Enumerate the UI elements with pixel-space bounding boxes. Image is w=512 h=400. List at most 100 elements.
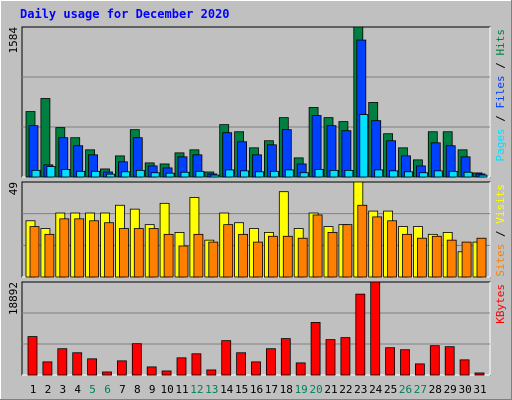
bar bbox=[265, 348, 276, 376]
bar bbox=[387, 220, 398, 278]
bar bbox=[119, 228, 129, 278]
bar bbox=[297, 237, 308, 278]
bar bbox=[267, 235, 278, 278]
x-tick-label: 11 bbox=[175, 383, 188, 396]
bar bbox=[176, 357, 187, 376]
chart-title: Daily usage for December 2020 bbox=[20, 7, 230, 21]
bar bbox=[314, 169, 324, 178]
x-tick-label: 4 bbox=[74, 383, 81, 396]
bar bbox=[340, 337, 351, 376]
x-tick-label: 1 bbox=[30, 383, 37, 396]
bar bbox=[311, 115, 322, 178]
bar bbox=[163, 233, 174, 278]
x-tick-label: 27 bbox=[414, 383, 427, 396]
bar bbox=[191, 353, 202, 376]
legend-entry: Pages bbox=[494, 128, 507, 161]
legend-separator: / bbox=[494, 109, 507, 129]
bar bbox=[444, 346, 455, 376]
bar bbox=[357, 204, 368, 278]
bar bbox=[91, 170, 100, 178]
legend-entry: Files bbox=[494, 75, 507, 108]
x-tick-label: 24 bbox=[369, 383, 383, 396]
bar bbox=[236, 352, 247, 376]
bar bbox=[253, 241, 263, 278]
x-tick-label: 10 bbox=[160, 383, 173, 396]
x-tick-label: 28 bbox=[429, 383, 442, 396]
x-tick-label: 21 bbox=[324, 383, 337, 396]
bar bbox=[327, 232, 338, 278]
legend-separator: / bbox=[494, 56, 507, 76]
bar bbox=[161, 370, 172, 376]
x-tick-label: 8 bbox=[134, 383, 141, 396]
legend-entry: Hits bbox=[494, 29, 507, 56]
bar bbox=[389, 170, 399, 178]
bar bbox=[44, 233, 55, 278]
bar bbox=[414, 363, 425, 376]
x-tick-label: 16 bbox=[250, 383, 263, 396]
x-tick-label: 12 bbox=[190, 383, 203, 396]
bar bbox=[72, 352, 83, 376]
bar bbox=[121, 171, 130, 178]
bar bbox=[135, 169, 145, 178]
bar bbox=[255, 171, 264, 178]
x-tick-label: 13 bbox=[205, 383, 218, 396]
y-tick-label: 18892 bbox=[7, 282, 20, 315]
bar bbox=[102, 371, 112, 376]
x-tick-label: 30 bbox=[458, 383, 471, 396]
x-tick-label: 2 bbox=[45, 383, 52, 396]
legend: Sites / Visits bbox=[494, 184, 507, 277]
x-tick-label: 5 bbox=[89, 383, 96, 396]
legend: Pages / Files / Hits bbox=[494, 29, 507, 162]
bar bbox=[210, 174, 220, 178]
bar bbox=[165, 172, 175, 178]
bar bbox=[429, 345, 440, 376]
bar bbox=[299, 172, 309, 178]
x-tick-label: 20 bbox=[309, 383, 322, 396]
bar bbox=[106, 173, 115, 178]
bar bbox=[372, 216, 383, 278]
bar bbox=[223, 224, 234, 278]
bar bbox=[238, 233, 249, 278]
bar bbox=[310, 322, 321, 376]
bar bbox=[459, 359, 470, 376]
bar bbox=[295, 362, 306, 376]
x-tick-label: 18 bbox=[280, 383, 293, 396]
legend-separator: / bbox=[494, 224, 507, 244]
bar bbox=[433, 170, 443, 178]
x-tick-label: 23 bbox=[354, 383, 367, 396]
bar bbox=[418, 172, 428, 178]
legend-entry: Sites bbox=[494, 244, 507, 277]
bar bbox=[404, 171, 413, 178]
bar bbox=[284, 169, 294, 178]
bar bbox=[104, 222, 114, 278]
bar bbox=[355, 293, 366, 376]
bar bbox=[61, 169, 71, 178]
bar bbox=[280, 338, 291, 376]
bar bbox=[402, 233, 412, 278]
bar bbox=[178, 245, 189, 278]
bar bbox=[416, 237, 427, 278]
bar bbox=[478, 174, 488, 178]
bar bbox=[42, 361, 53, 376]
bar bbox=[146, 366, 157, 376]
bar bbox=[370, 281, 381, 376]
bar bbox=[206, 369, 217, 376]
bar bbox=[208, 241, 219, 278]
bar bbox=[221, 340, 232, 376]
bar bbox=[57, 348, 68, 376]
bar bbox=[359, 114, 369, 178]
bar bbox=[446, 239, 457, 278]
y-tick-label: 49 bbox=[7, 182, 20, 195]
bar bbox=[89, 220, 99, 278]
bar bbox=[385, 347, 396, 376]
bar bbox=[148, 228, 159, 278]
x-tick-label: 3 bbox=[59, 383, 66, 396]
bar bbox=[371, 120, 382, 178]
bar bbox=[131, 343, 142, 376]
x-tick-label: 22 bbox=[339, 383, 352, 396]
bar bbox=[195, 170, 205, 178]
x-tick-label: 6 bbox=[104, 383, 111, 396]
bar bbox=[474, 372, 485, 376]
bar bbox=[193, 233, 204, 278]
x-tick-label: 26 bbox=[399, 383, 412, 396]
